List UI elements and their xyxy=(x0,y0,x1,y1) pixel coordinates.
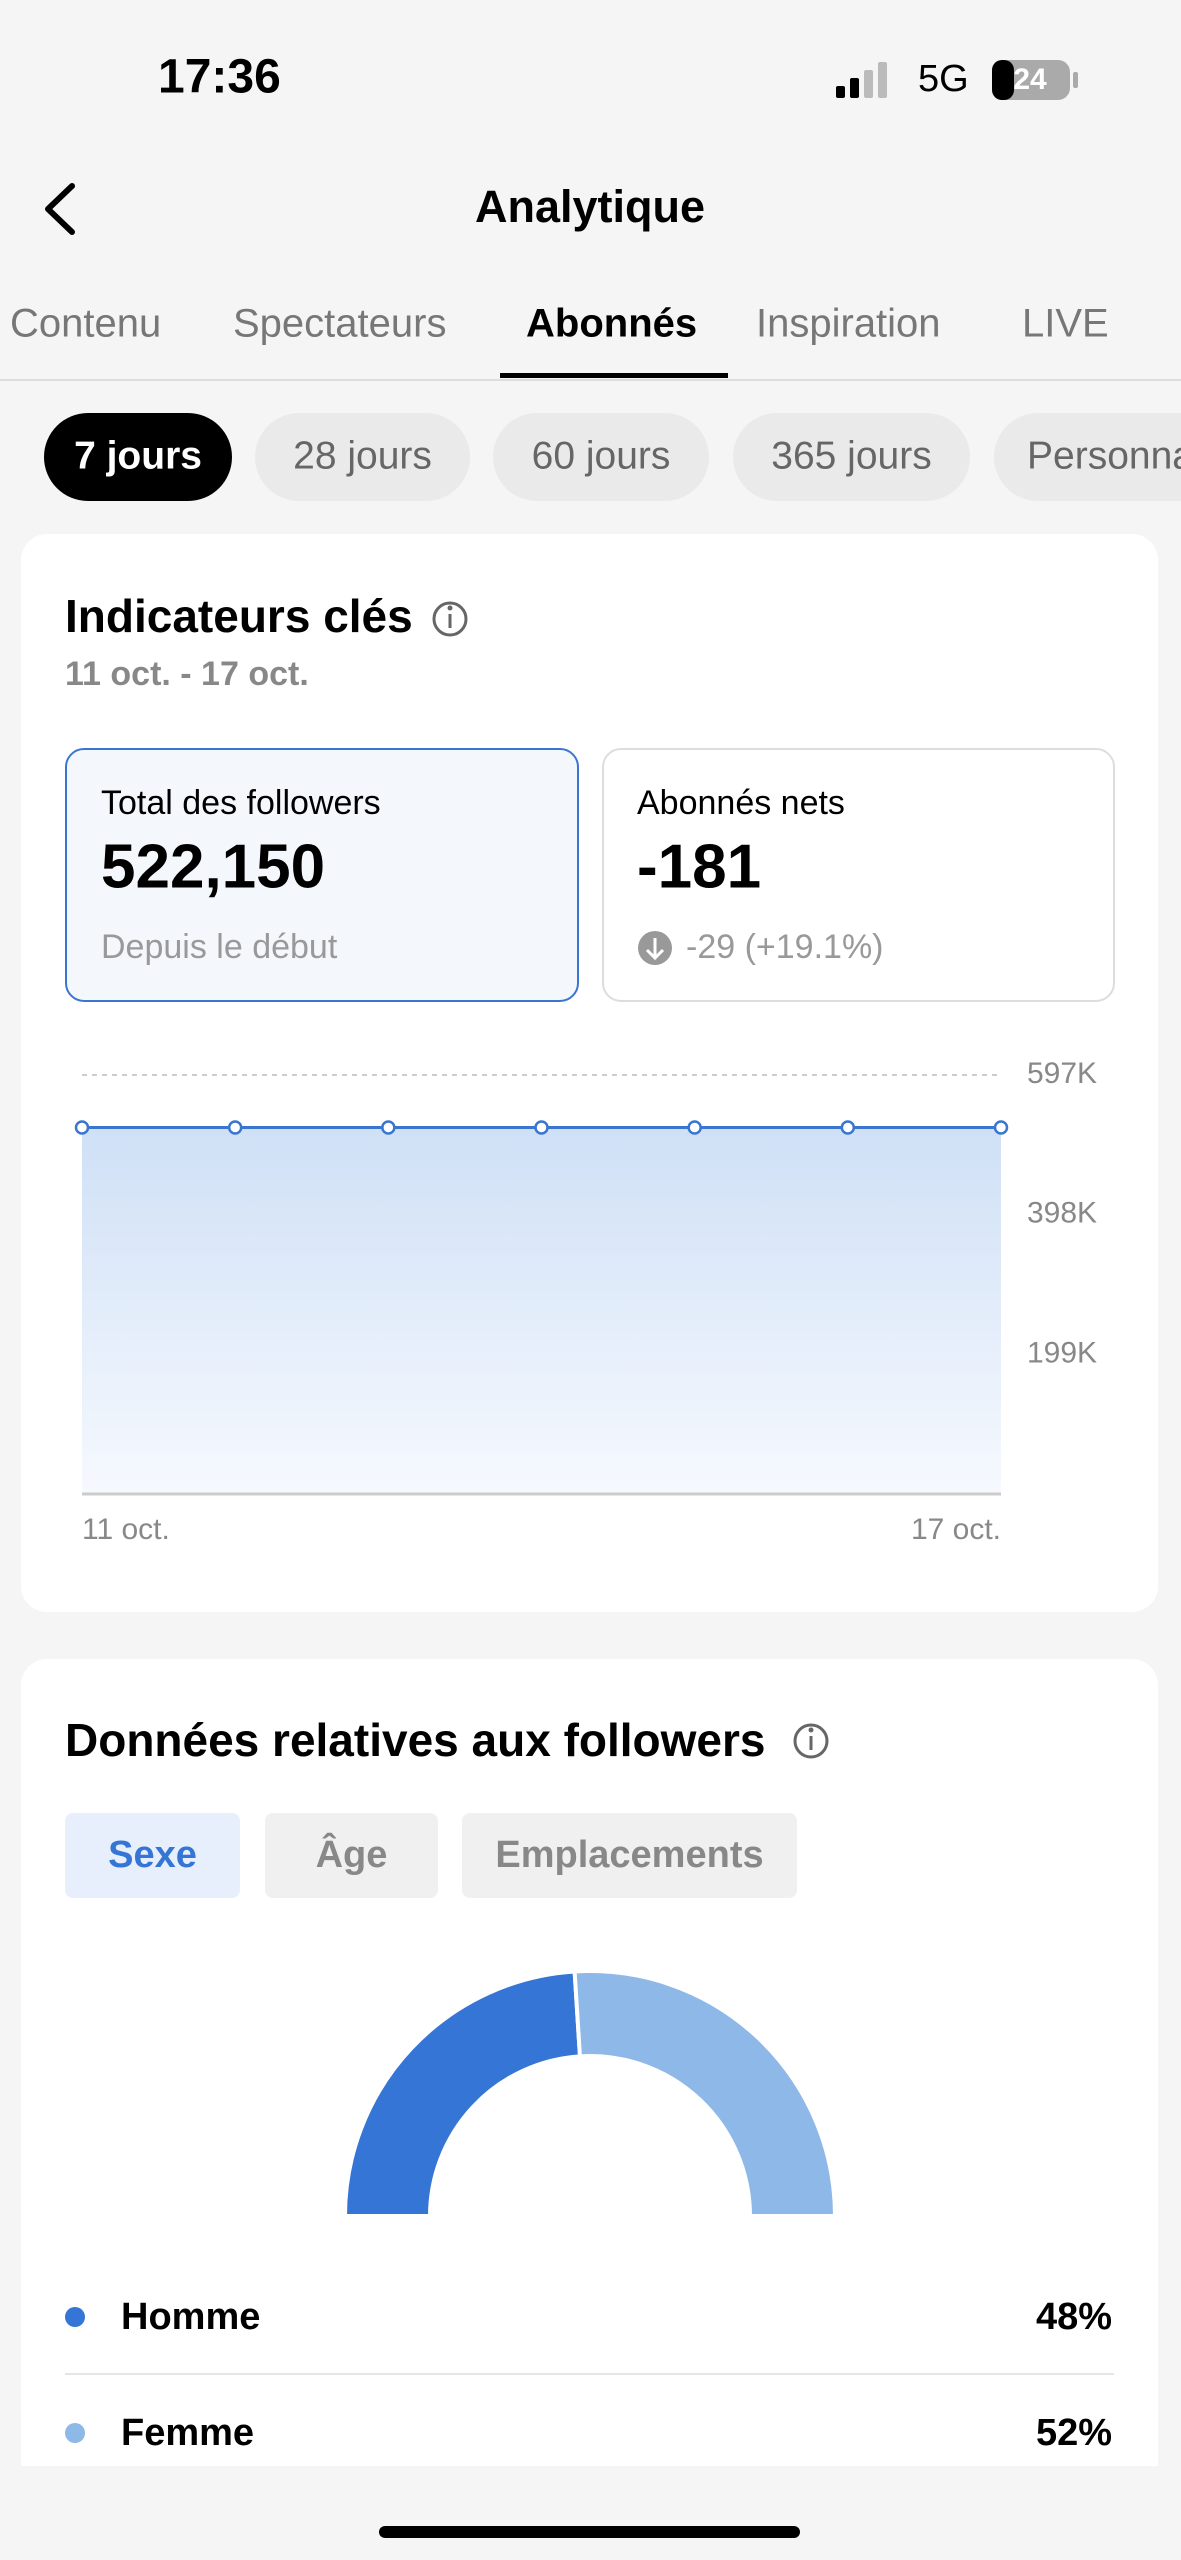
back-button[interactable] xyxy=(45,183,75,235)
point xyxy=(840,1120,856,1135)
legend-value: 48% xyxy=(1036,2296,1112,2338)
card-bottom xyxy=(21,2440,1158,2466)
legend-dot xyxy=(65,2307,85,2327)
period-chip[interactable] xyxy=(994,413,1181,501)
filter-label: Sexe xyxy=(108,1834,197,1876)
point xyxy=(227,1120,243,1135)
battery-icon xyxy=(992,60,1078,100)
tab[interactable]: Contenu xyxy=(10,302,161,346)
y-tick-label: 398K xyxy=(1027,1197,1097,1230)
home-indicator xyxy=(379,2526,800,2538)
tab[interactable]: Abonnés xyxy=(526,302,697,346)
filter-tab[interactable] xyxy=(65,1813,240,1898)
point xyxy=(993,1120,1009,1135)
info-icon[interactable] xyxy=(793,1723,829,1759)
pie-slice xyxy=(572,1969,838,2218)
area xyxy=(82,1127,1001,1494)
period-label: 7 jours xyxy=(74,434,202,477)
y-tick-label: 199K xyxy=(1027,1336,1097,1369)
period-chip[interactable] xyxy=(44,413,232,501)
status-time: 17:36 xyxy=(158,51,281,104)
battery-level: 24 xyxy=(1013,63,1047,96)
metric-card[interactable] xyxy=(65,748,579,1002)
period-chip[interactable] xyxy=(493,413,709,501)
x-tick-label: 17 oct. xyxy=(911,1513,1001,1546)
period-label: 365 jours xyxy=(771,434,931,477)
metric-value: 522,150 xyxy=(101,832,325,901)
metric-note: Depuis le début xyxy=(101,928,338,966)
point xyxy=(534,1120,549,1135)
point xyxy=(687,1120,702,1135)
period-label: 60 jours xyxy=(532,434,671,477)
x-tick-label: 11 oct. xyxy=(82,1513,170,1546)
y-tick-label: 597K xyxy=(1027,1057,1097,1090)
section-title: Indicateurs clés xyxy=(65,590,413,642)
legend-value: 52% xyxy=(1036,2412,1112,2454)
legend-label: Femme xyxy=(121,2412,254,2454)
header-title: Analytique xyxy=(475,181,705,232)
filter-label: Emplacements xyxy=(495,1834,763,1876)
signal-icon xyxy=(836,62,887,98)
period-label: Personnalisé xyxy=(1027,434,1181,477)
info-icon[interactable] xyxy=(432,601,468,637)
period-chip[interactable] xyxy=(733,413,970,501)
tab[interactable]: Inspiration xyxy=(756,302,941,346)
metric-value: -181 xyxy=(637,832,761,901)
tab[interactable]: LIVE xyxy=(1022,302,1109,346)
legend-dot xyxy=(65,2423,85,2443)
period-label: 28 jours xyxy=(293,434,432,477)
metric-label: Total des followers xyxy=(101,784,381,822)
section-title: Données relatives aux followers xyxy=(65,1714,766,1766)
card xyxy=(21,1659,1158,2466)
tab-underline xyxy=(500,373,728,378)
metric-card[interactable] xyxy=(602,748,1115,1002)
tab[interactable]: Spectateurs xyxy=(233,302,446,346)
date-range: 11 oct. - 17 oct. xyxy=(65,655,309,693)
line-chart: 199K 398K 597K 11 oct. 17 oct. xyxy=(74,1057,1097,1546)
legend-label: Homme xyxy=(121,2296,260,2338)
point xyxy=(74,1120,90,1135)
metric-note: -29 (+19.1%) xyxy=(686,928,884,966)
pie-chart: Homme 48% Femme 52% xyxy=(65,1969,1114,2454)
pie-slice xyxy=(342,1969,583,2218)
period-chip[interactable] xyxy=(255,413,470,501)
point xyxy=(381,1120,396,1135)
filter-label: Âge xyxy=(316,1832,388,1876)
metric-label: Abonnés nets xyxy=(637,784,845,822)
filter-tab[interactable] xyxy=(265,1813,438,1898)
filter-tab[interactable] xyxy=(462,1813,797,1898)
status-network: 5G xyxy=(918,58,969,100)
down-icon xyxy=(638,931,672,965)
